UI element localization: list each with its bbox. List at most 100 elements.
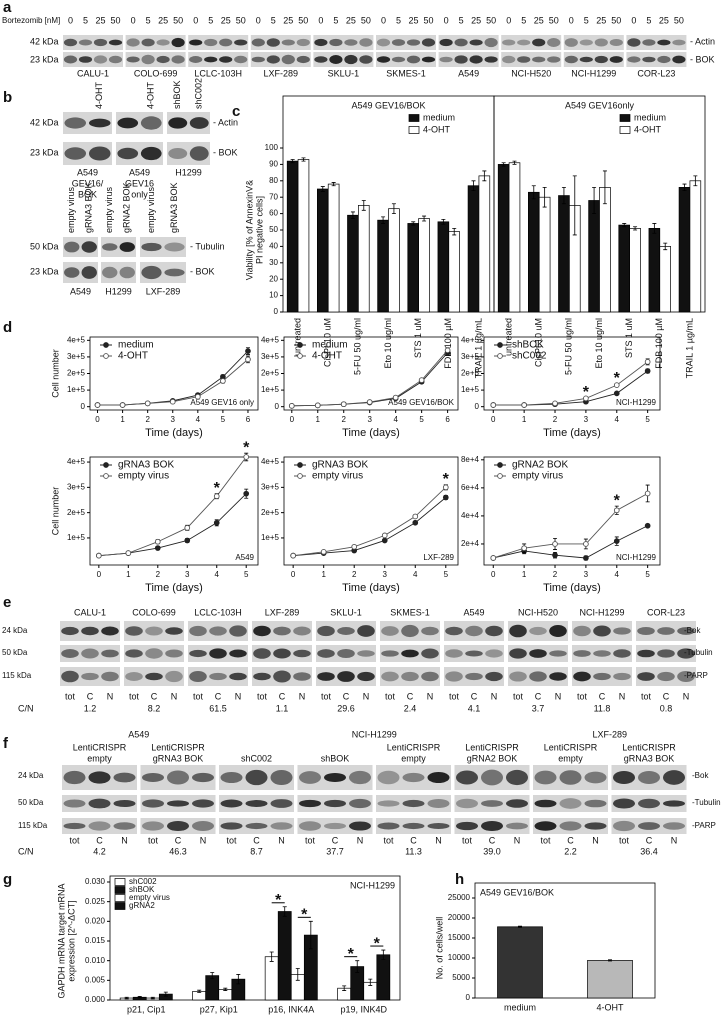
dose-label: 5 [146,15,151,25]
fraction-label: N [619,691,626,701]
fraction-label: C [343,691,350,701]
bar [588,200,600,313]
subgroup-label: empty [558,753,583,763]
x-tick-label: p21, Cip1 [127,1004,166,1014]
blot [563,35,624,50]
band [81,648,99,659]
ratio-value: 39.0 [483,846,501,856]
error-bar [381,949,386,960]
error-bar [693,175,698,187]
band [657,55,671,64]
blot [563,52,624,67]
lane-label: gRNA2 BOK [122,182,132,233]
band [273,648,291,659]
chart-annotation: A549 GEV16 only [190,398,254,407]
dose-label: 0 [193,15,198,25]
y-tick-label: 4e+5 [261,457,280,466]
cell-line-label: COR-L23 [647,607,685,617]
significance-star: * [374,935,381,952]
band [534,821,557,831]
x-tick-label: 5 [419,415,424,424]
protein-label: -PARP [692,821,716,830]
band [421,648,439,659]
cell-line-label: CALU-1 [74,607,106,617]
bar [277,911,292,1001]
error-bar [368,978,373,986]
band [456,770,478,785]
y-tick-label: 0.005 [85,975,106,984]
band [427,823,450,829]
fraction-label: N [299,691,306,701]
blot [438,52,499,67]
dose-label: 0 [444,15,449,25]
band [506,822,528,830]
band [81,672,99,681]
fraction-label: N [278,835,285,845]
dose-label: 5 [208,15,213,25]
dose-label: 5 [521,15,526,25]
chart-title: A549 GEV16only [565,100,635,110]
band [167,820,189,832]
group-label: only [131,189,148,199]
blot [313,52,374,67]
band [456,798,478,809]
fraction-label: C [567,835,574,845]
point [144,400,151,407]
band [299,799,321,808]
group-header: NCI-H1299 [352,729,397,739]
band [547,56,561,63]
ratio-value: 36.4 [640,846,658,856]
bar [317,188,329,313]
band [81,266,97,279]
fraction-label: N [491,691,498,701]
dose-label: 25 [346,15,356,25]
point [184,537,191,544]
legend-label: shC002 [129,877,157,886]
panel-label: a [3,0,12,16]
fraction-label: N [427,691,434,701]
band [165,649,183,658]
protein-label: - BOK [213,147,238,157]
error-bar [124,996,129,1000]
band [108,55,123,64]
point [213,493,220,500]
point [613,507,620,514]
dose-label: 50 [298,15,308,25]
band [584,799,607,808]
size-marker: 42 kDa [30,36,59,46]
x-tick-label: FDB 100 µM [443,318,453,369]
size-marker: 23 kDa [30,147,59,157]
significance-star: * [583,384,590,401]
point [392,394,399,401]
band [189,146,209,161]
protein-label: -Bok [684,626,701,635]
y-tick-label: 3e+5 [261,352,280,361]
y-axis-label: Cell number [50,487,60,536]
band [613,672,631,681]
fraction-label: N [683,691,690,701]
blot [250,35,311,50]
y-tick-label: 0.010 [85,956,106,965]
legend-marker [497,462,503,468]
y-tick-label: 90 [269,160,278,169]
band [421,671,439,682]
band [559,770,582,785]
blot [438,35,499,50]
error-bar [361,200,366,211]
fraction-label: C [663,691,670,701]
dose-label: 25 [659,15,669,25]
band [573,671,591,682]
legend-marker [497,342,503,348]
point [94,402,101,408]
band [638,771,660,784]
band [627,56,641,63]
error-bar [561,186,566,205]
legend-label: shC002 [512,351,547,362]
x-tick-label: 3 [584,415,589,424]
band [113,799,136,808]
cell-line-label: SKLU-1 [330,607,362,617]
y-tick-label: 0 [81,402,86,411]
y-tick-label: 50 [269,225,278,234]
legend-label: 4-OHT [423,124,451,134]
band [381,626,399,636]
